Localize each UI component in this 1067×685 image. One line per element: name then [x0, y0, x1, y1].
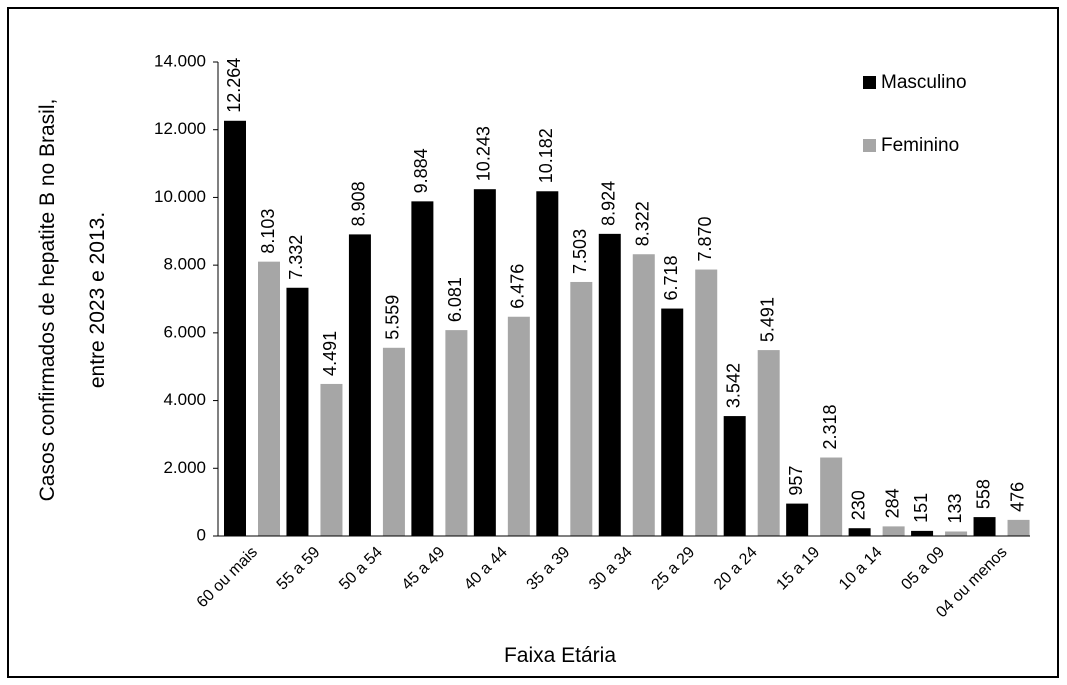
- value-label-group: 7.503: [570, 229, 590, 274]
- y-tick-label: 10.000: [154, 187, 206, 206]
- value-label-group: 5.559: [383, 295, 403, 340]
- x-axis-title: Faixa Etária: [504, 644, 616, 667]
- y-tick-label: 4.000: [163, 390, 206, 409]
- value-label: 7.503: [570, 229, 590, 274]
- y-axis-title: Casos confirmados de hepatite B no Brasi…: [36, 99, 109, 502]
- value-label: 133: [945, 493, 965, 523]
- value-label-group: 5.491: [757, 297, 777, 342]
- bar: [1007, 519, 1030, 536]
- value-label-group: 7.870: [695, 216, 715, 261]
- value-label: 5.559: [383, 295, 403, 340]
- value-label-group: 230: [848, 490, 868, 520]
- value-label: 8.322: [633, 201, 653, 246]
- legend-swatch: [863, 76, 876, 89]
- value-label-group: 9.884: [411, 148, 431, 193]
- bar: [695, 269, 718, 536]
- y-tick-label: 8.000: [163, 255, 206, 274]
- legend-label: Masculino: [881, 72, 967, 93]
- value-label: 284: [882, 488, 902, 518]
- value-label: 957: [786, 466, 806, 496]
- value-label: 230: [848, 490, 868, 520]
- bar: [786, 503, 809, 536]
- y-axis-title-line: entre 2023 e 2013.: [86, 212, 109, 388]
- legend-swatch: [863, 139, 876, 152]
- value-label-group: 151: [911, 493, 931, 523]
- chart-border: [7, 7, 1059, 678]
- bar: [411, 201, 434, 536]
- value-label-group: 10.243: [474, 126, 494, 181]
- value-label: 3.542: [723, 363, 743, 408]
- bar: [911, 530, 934, 536]
- bar: [820, 457, 843, 536]
- value-label: 10.243: [474, 126, 494, 181]
- bar: [286, 287, 309, 536]
- value-label: 7.870: [695, 216, 715, 261]
- value-label: 2.318: [820, 404, 840, 449]
- value-label-group: 6.476: [508, 264, 528, 309]
- y-tick-label: 0: [197, 525, 206, 544]
- value-label: 9.884: [411, 148, 431, 193]
- bar: [661, 308, 684, 536]
- y-tick-label: 2.000: [163, 458, 206, 477]
- bar: [598, 233, 621, 536]
- value-label-group: 8.908: [349, 181, 369, 226]
- bar: [382, 347, 405, 536]
- bar: [507, 316, 530, 536]
- value-label: 6.081: [445, 277, 465, 322]
- bar: [945, 531, 968, 536]
- value-label-group: 476: [1007, 482, 1027, 512]
- value-label: 8.103: [258, 209, 278, 254]
- bar: [224, 120, 246, 536]
- value-label-group: 6.718: [661, 256, 681, 301]
- value-label-group: 8.924: [599, 181, 619, 226]
- value-label: 4.491: [320, 331, 340, 376]
- value-label: 7.332: [286, 235, 306, 280]
- bar: [445, 330, 468, 536]
- value-label-group: 8.322: [633, 201, 653, 246]
- bar: [258, 261, 280, 536]
- value-label-group: 957: [786, 466, 806, 496]
- value-label-group: 12.264: [224, 58, 244, 113]
- bar: [848, 528, 871, 536]
- value-label: 6.476: [508, 264, 528, 309]
- value-label-group: 2.318: [820, 404, 840, 449]
- value-label-group: 133: [945, 493, 965, 523]
- value-label-group: 10.182: [536, 128, 556, 183]
- bar: [570, 281, 593, 536]
- value-label: 558: [973, 479, 993, 509]
- value-label-group: 7.332: [286, 235, 306, 280]
- value-label-group: 4.491: [320, 331, 340, 376]
- bar: [723, 416, 746, 536]
- value-label-group: 8.103: [258, 209, 278, 254]
- value-label: 476: [1007, 482, 1027, 512]
- value-label-group: 6.081: [445, 277, 465, 322]
- value-label: 6.718: [661, 256, 681, 301]
- value-label: 5.491: [757, 297, 777, 342]
- value-label: 151: [911, 493, 931, 523]
- y-axis-title-line: Casos confirmados de hepatite B no Brasi…: [36, 99, 59, 502]
- y-tick-label: 14.000: [154, 51, 206, 70]
- value-label-group: 558: [973, 479, 993, 509]
- bar: [536, 191, 559, 536]
- value-label-group: 3.542: [723, 363, 743, 408]
- bar: [973, 517, 996, 536]
- value-label: 10.182: [536, 128, 556, 183]
- value-label: 8.924: [599, 181, 619, 226]
- value-label: 12.264: [224, 58, 244, 113]
- bar: [632, 254, 655, 537]
- legend-label: Feminino: [881, 135, 959, 156]
- bar: [348, 234, 371, 536]
- bar: [473, 189, 496, 536]
- bar: [320, 383, 343, 536]
- bar: [757, 350, 780, 536]
- y-tick-label: 6.000: [163, 322, 206, 341]
- bar: [882, 526, 905, 536]
- value-label-group: 284: [882, 488, 902, 518]
- y-tick-label: 12.000: [154, 119, 206, 138]
- value-label: 8.908: [349, 181, 369, 226]
